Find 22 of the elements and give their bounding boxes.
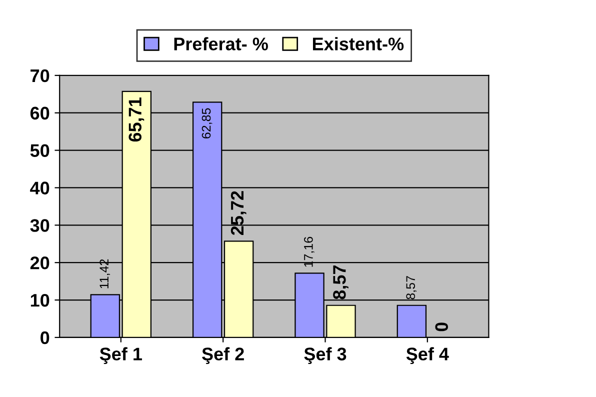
y-tick-label: 10 (30, 294, 50, 307)
data-label: 0 (435, 322, 448, 332)
x-tick-label: Şef 3 (304, 347, 346, 364)
data-label: 62,85 (202, 108, 212, 138)
legend-label: Preferat- % (174, 37, 268, 50)
x-tick-label: Şef 4 (406, 347, 449, 364)
y-tick-label: 70 (30, 69, 50, 82)
y-tick-label: 0 (40, 331, 50, 344)
data-label: 8,57 (333, 265, 348, 300)
x-tick-label: Şef 1 (100, 347, 142, 364)
data-label: 65,71 (128, 98, 144, 142)
x-tick-label: Şef 2 (202, 347, 244, 364)
data-label: 8,57 (406, 276, 417, 300)
data-label: 25,72 (230, 191, 246, 235)
y-tick-label: 20 (30, 256, 50, 270)
data-label: 11,42 (100, 259, 110, 288)
y-tick-label: 30 (30, 219, 50, 232)
legend-label: Existent-% (312, 37, 404, 50)
y-tick-label: 40 (30, 182, 50, 194)
y-tick-label: 50 (30, 144, 50, 158)
y-tick-label: 60 (30, 106, 50, 120)
data-label: 17,16 (304, 236, 314, 267)
